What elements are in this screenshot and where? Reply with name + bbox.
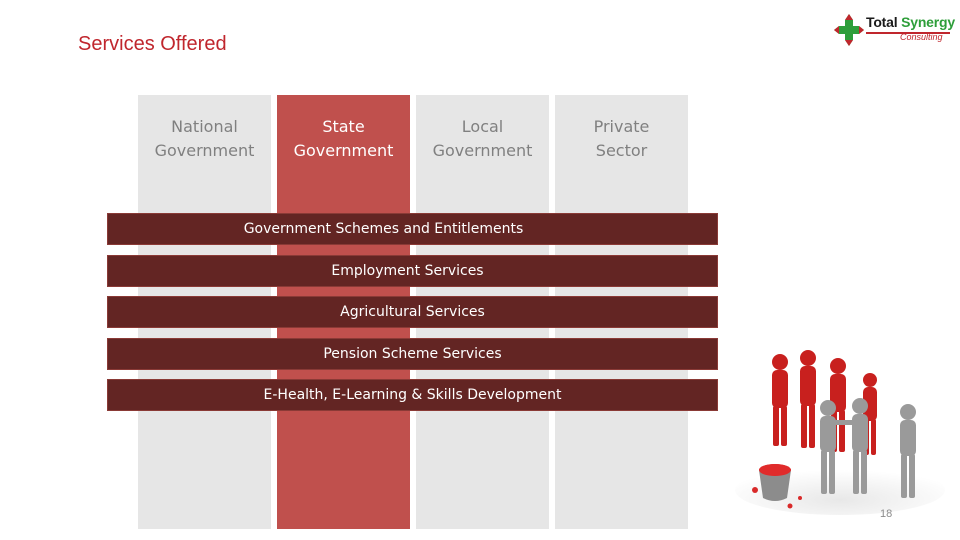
- logo-name-part2: Synergy: [901, 14, 955, 30]
- column-label: Local Government: [432, 117, 533, 160]
- cross-icon: [834, 14, 864, 46]
- service-band-ehealth: E-Health, E-Learning & Skills Developmen…: [107, 379, 718, 411]
- people-paint-illustration: [735, 350, 945, 515]
- service-band-schemes: Government Schemes and Entitlements: [107, 213, 718, 245]
- column-label: National Government: [154, 117, 255, 160]
- logo-underline: [866, 32, 950, 34]
- logo-name-part1: Total: [866, 14, 898, 30]
- column-label: Private Sector: [593, 117, 650, 160]
- column-label: State Government: [293, 117, 394, 160]
- logo-tagline: Consulting: [900, 32, 943, 42]
- total-synergy-logo: Total Synergy Consulting: [834, 12, 955, 52]
- service-band-employment: Employment Services: [107, 255, 718, 287]
- service-band-pension: Pension Scheme Services: [107, 338, 718, 370]
- page-number: 18: [880, 508, 893, 520]
- service-band-agricultural: Agricultural Services: [107, 296, 718, 328]
- slide-title: Services Offered: [78, 33, 227, 55]
